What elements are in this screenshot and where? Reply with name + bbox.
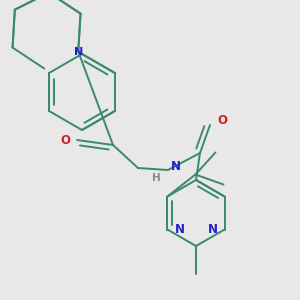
Text: O: O xyxy=(60,134,70,146)
Text: N: N xyxy=(74,46,83,56)
Text: O: O xyxy=(217,113,227,127)
Text: N: N xyxy=(174,223,184,236)
Text: N: N xyxy=(208,223,218,236)
Text: N: N xyxy=(171,160,181,172)
Text: H: H xyxy=(152,173,160,183)
